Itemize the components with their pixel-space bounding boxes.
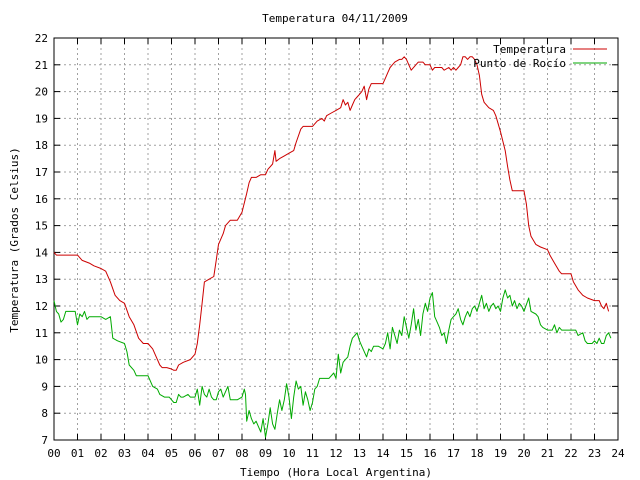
y-tick-label: 9 (41, 380, 48, 393)
x-tick-label: 08 (235, 447, 248, 460)
y-tick-label: 16 (35, 193, 48, 206)
x-tick-label: 13 (353, 447, 366, 460)
y-tick-label: 22 (35, 32, 48, 45)
x-tick-label: 24 (611, 447, 625, 460)
x-tick-label: 18 (470, 447, 483, 460)
y-tick-label: 7 (41, 434, 48, 447)
grid-lines (54, 38, 618, 440)
y-tick-label: 21 (35, 59, 48, 72)
x-tick-label: 07 (212, 447, 225, 460)
x-tick-label: 09 (259, 447, 272, 460)
x-tick-label: 20 (517, 447, 530, 460)
y-tick-label: 8 (41, 407, 48, 420)
y-tick-label: 10 (35, 354, 48, 367)
axis-ticks: 00 01 02 03 04 05 06 07 08 09 10 11 12 13 14 15 16 17 18 19… (35, 32, 625, 460)
y-tick-label: 15 (35, 220, 48, 233)
y-tick-label: 18 (35, 139, 48, 152)
x-tick-label: 22 (564, 447, 577, 460)
y-tick-label: 13 (35, 273, 48, 286)
x-tick-label: 04 (141, 447, 155, 460)
x-tick-label: 10 (282, 447, 295, 460)
x-tick-label: 12 (329, 447, 342, 460)
y-tick-label: 17 (35, 166, 48, 179)
x-tick-label: 15 (400, 447, 413, 460)
x-tick-label: 06 (188, 447, 201, 460)
x-tick-label: 14 (376, 447, 390, 460)
series-line-temperatura (53, 56, 610, 371)
x-tick-label: 02 (94, 447, 107, 460)
chart-title: Temperatura 04/11/2009 (262, 12, 408, 25)
x-tick-label: 03 (118, 447, 131, 460)
legend-label: Temperatura (493, 43, 566, 56)
x-tick-label: 23 (588, 447, 601, 460)
x-tick-label: 01 (71, 447, 84, 460)
x-tick-label: 11 (306, 447, 319, 460)
x-tick-label: 19 (494, 447, 507, 460)
x-tick-label: 21 (541, 447, 554, 460)
series-lines (53, 56, 612, 438)
y-tick-label: 14 (35, 246, 49, 259)
y-axis-label: Temperatura (Grados Celsius) (8, 147, 21, 332)
y-tick-label: 12 (35, 300, 48, 313)
x-tick-label: 05 (165, 447, 178, 460)
series-line-punto-de-rocio (53, 289, 612, 438)
y-tick-label: 20 (35, 86, 48, 99)
legend-label: Punto de Rocío (473, 57, 566, 70)
x-tick-label: 16 (423, 447, 436, 460)
y-tick-label: 11 (35, 327, 48, 340)
y-tick-label: 19 (35, 112, 48, 125)
x-tick-label: 17 (447, 447, 460, 460)
x-axis-label: Tiempo (Hora Local Argentina) (240, 466, 432, 479)
x-tick-label: 00 (47, 447, 60, 460)
